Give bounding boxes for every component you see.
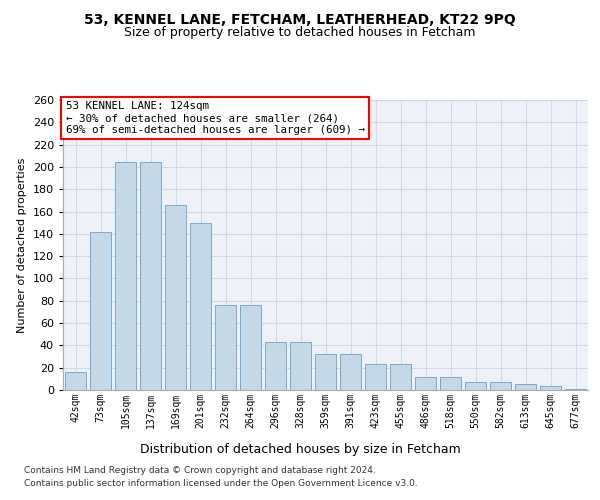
Bar (390, 364, 411, 390)
Bar (540, 386, 561, 390)
Bar (365, 364, 386, 390)
Bar (190, 222, 211, 390)
Bar (565, 389, 586, 390)
Bar (165, 205, 186, 390)
Text: Size of property relative to detached houses in Fetcham: Size of property relative to detached ho… (124, 26, 476, 39)
Bar (240, 305, 261, 390)
Text: Distribution of detached houses by size in Fetcham: Distribution of detached houses by size … (140, 442, 460, 456)
Bar (140, 162, 161, 390)
Bar (90, 232, 111, 390)
Text: 53 KENNEL LANE: 124sqm
← 30% of detached houses are smaller (264)
69% of semi-de: 53 KENNEL LANE: 124sqm ← 30% of detached… (65, 102, 365, 134)
Bar (340, 354, 361, 390)
Bar (440, 376, 461, 390)
Bar (265, 342, 286, 390)
Bar (490, 382, 511, 390)
Bar (290, 342, 311, 390)
Bar (115, 162, 136, 390)
Bar (465, 382, 486, 390)
Text: 53, KENNEL LANE, FETCHAM, LEATHERHEAD, KT22 9PQ: 53, KENNEL LANE, FETCHAM, LEATHERHEAD, K… (84, 12, 516, 26)
Y-axis label: Number of detached properties: Number of detached properties (17, 158, 27, 332)
Bar (65, 372, 86, 390)
Bar (515, 384, 536, 390)
Bar (415, 376, 436, 390)
Bar (215, 305, 236, 390)
Text: Contains HM Land Registry data © Crown copyright and database right 2024.: Contains HM Land Registry data © Crown c… (24, 466, 376, 475)
Bar (315, 354, 336, 390)
Text: Contains public sector information licensed under the Open Government Licence v3: Contains public sector information licen… (24, 479, 418, 488)
